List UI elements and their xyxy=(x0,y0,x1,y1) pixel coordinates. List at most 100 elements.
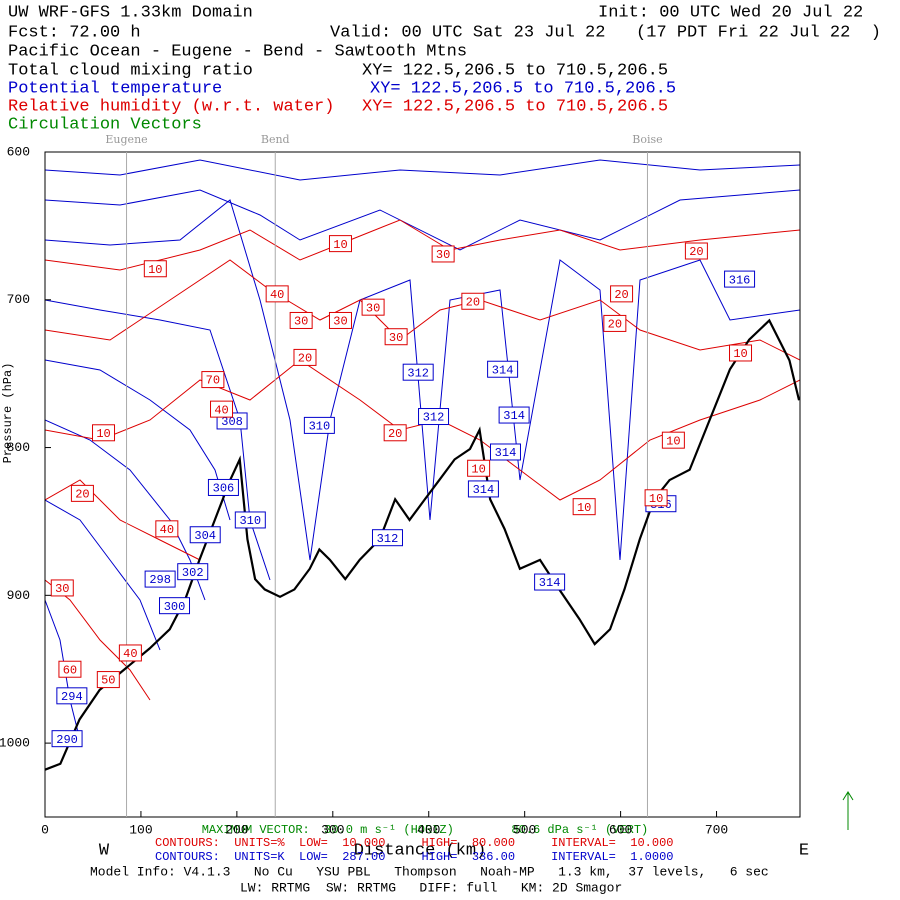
contour-label-box xyxy=(684,242,708,260)
contour-label: 314 xyxy=(495,446,517,460)
contour-label: 40 xyxy=(160,523,174,537)
contour-label-box xyxy=(265,285,289,303)
contour-label-box xyxy=(201,371,225,389)
contour-label: 312 xyxy=(407,366,429,380)
contour-label-box xyxy=(724,270,756,288)
west-label: W xyxy=(99,841,110,860)
contour-label: 310 xyxy=(239,514,261,528)
legend-xy: XY= 122.5,206.5 to 710.5,206.5 xyxy=(362,61,668,80)
isentrope xyxy=(45,499,161,651)
contour-label-box xyxy=(56,687,88,705)
contour-label: 30 xyxy=(436,248,450,262)
y-tick-label: 700 xyxy=(7,292,30,307)
subtitle: Pacific Ocean - Eugene - Bend - Sawtooth… xyxy=(8,42,467,61)
max-vector: MAXIMUM VECTOR: 30.0 m s⁻¹ (HORIZ) 80.6 … xyxy=(202,823,649,837)
terrain xyxy=(44,318,801,771)
contour-label: 304 xyxy=(194,529,216,543)
contour-label-box xyxy=(92,424,116,442)
x-tick-label: 500 xyxy=(513,822,536,837)
contour-label: 30 xyxy=(294,315,308,329)
contour-label-box xyxy=(487,360,519,378)
legend-entry: Total cloud mixing ratio xyxy=(8,61,253,80)
contour-label: 40 xyxy=(270,288,284,302)
physics-info: LW: RRTMG SW: RRTMG DIFF: full KM: 2D Sm… xyxy=(240,880,622,895)
contour-label-box xyxy=(155,520,179,538)
contour-label: 30 xyxy=(55,582,69,596)
contour-label: 306 xyxy=(213,482,235,496)
contour-label: 20 xyxy=(608,318,622,332)
contour-label: 308 xyxy=(221,415,243,429)
contour-label-box xyxy=(118,644,142,662)
contour-label-box xyxy=(402,363,434,381)
contour-label: 20 xyxy=(689,245,703,259)
legend-xy: XY= 122.5,206.5 to 710.5,206.5 xyxy=(370,79,676,98)
plot-frame xyxy=(44,151,801,818)
isentrope xyxy=(45,159,800,181)
isentrope xyxy=(45,189,800,251)
contour-label: 10 xyxy=(649,492,663,506)
contour-label: 10 xyxy=(471,462,485,476)
init-time: Init: 00 UTC Wed 20 Jul 22 xyxy=(598,3,863,22)
contour-label: 20 xyxy=(75,488,89,502)
contour-label-box xyxy=(467,459,491,477)
contour-label-box xyxy=(328,235,352,253)
valid-time: Valid: 00 UTC Sat 23 Jul 22 (17 PDT Fri … xyxy=(330,23,881,42)
contour-label-box xyxy=(418,408,450,426)
contour-label: 302 xyxy=(182,566,204,580)
east-label: E xyxy=(799,841,809,860)
contour-label: 20 xyxy=(466,295,480,309)
y-tick-label: 900 xyxy=(7,588,30,603)
model-info: Model Info: V4.1.3 No Cu YSU PBL Thompso… xyxy=(90,864,769,879)
isentrope xyxy=(45,299,271,581)
contour-label: 298 xyxy=(149,573,171,587)
x-tick-label: 700 xyxy=(705,822,728,837)
y-tick-label: 600 xyxy=(7,144,30,159)
contour-label-box xyxy=(661,431,685,449)
x-tick-label: 0 xyxy=(41,822,49,837)
contour-label-box xyxy=(144,570,176,588)
contour-label: 40 xyxy=(214,403,228,417)
location-label: Eugene xyxy=(105,133,147,146)
x-tick-label: 600 xyxy=(609,822,632,837)
contour-label-box xyxy=(207,478,239,496)
chart-title: UW WRF-GFS 1.33km Domain xyxy=(8,3,253,22)
contour-label-box xyxy=(572,498,596,516)
isentrope xyxy=(45,359,231,521)
contour-label-box xyxy=(159,597,191,615)
contour-label: 312 xyxy=(423,411,445,425)
contour-label: 30 xyxy=(389,331,403,345)
contour-label: 20 xyxy=(388,427,402,441)
contour-label-box xyxy=(489,443,521,461)
contour-label: 60 xyxy=(63,663,77,677)
theta-contour-info: CONTOURS: UNITS=K LOW= 287.00 HIGH= 336.… xyxy=(155,850,673,864)
legend-entry: Relative humidity (w.r.t. water) xyxy=(8,97,334,116)
y-axis-label: Pressure (hPa) xyxy=(1,363,15,464)
x-tick-label: 400 xyxy=(417,822,440,837)
contour-label-box xyxy=(189,526,221,544)
y-tick-label: 800 xyxy=(7,440,30,455)
contour-label-box xyxy=(50,579,74,597)
contour-label-box xyxy=(58,660,82,678)
contour-label: 316 xyxy=(729,273,751,287)
contour-label: 290 xyxy=(56,733,78,747)
isentrope xyxy=(45,199,800,561)
x-tick-label: 300 xyxy=(321,822,344,837)
contour-label: 300 xyxy=(164,600,186,614)
contour-label: 10 xyxy=(333,238,347,252)
contour-label-box xyxy=(96,671,120,689)
contour-label-box xyxy=(361,298,385,316)
contour-label: 310 xyxy=(309,420,331,434)
contour-label-box xyxy=(467,480,499,498)
contour-label-box xyxy=(210,400,234,418)
contour-label-box xyxy=(384,328,408,346)
contour-label: 10 xyxy=(96,427,110,441)
contour-label-box xyxy=(293,348,317,366)
location-label: Bend xyxy=(261,133,290,146)
contour-label: 30 xyxy=(333,315,347,329)
contour-label-box xyxy=(498,406,530,424)
contour-label-box xyxy=(610,285,634,303)
contour-label-box xyxy=(303,416,335,434)
rh-contour-info: CONTOURS: UNITS=% LOW= 10.000 HIGH= 80.0… xyxy=(155,836,673,850)
contour-label-box xyxy=(534,573,566,591)
